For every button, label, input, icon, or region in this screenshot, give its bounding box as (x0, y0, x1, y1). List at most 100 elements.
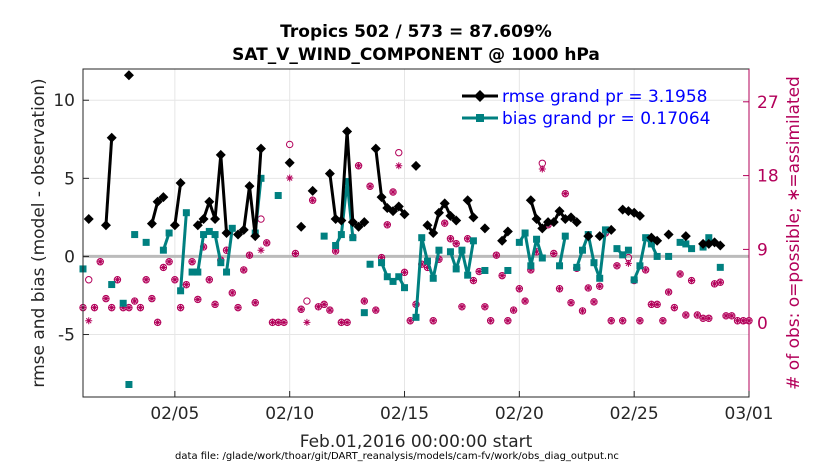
y-axis-label: rmse and bias (model - observation) (29, 78, 49, 387)
obs-assimilated-point (291, 250, 299, 257)
bias-point (515, 238, 523, 246)
obs-assimilated-point (383, 221, 391, 229)
bias-point (332, 241, 340, 249)
bias-point (418, 234, 426, 242)
bias-point (211, 231, 219, 239)
bias-point (521, 229, 529, 237)
obs-assimilated-point (538, 165, 546, 173)
bias-point (108, 281, 116, 289)
rmse-point (221, 228, 232, 238)
rmse-point (502, 226, 513, 237)
obs-assimilated-point (711, 280, 719, 288)
obs-assimilated-point (624, 259, 632, 267)
obs-assimilated-point (228, 289, 236, 297)
obs-assimilated-point (148, 295, 156, 303)
bias-line (225, 228, 234, 273)
obs-assimilated-point (188, 258, 196, 266)
obs-assimilated-point (527, 266, 535, 274)
bias-line (179, 212, 188, 291)
rmse-point (336, 215, 347, 226)
rmse-point (451, 215, 462, 226)
obs-assimilated-point (429, 317, 437, 325)
bias-point (125, 381, 133, 389)
data-file-note: data file: /glade/work/thoar/git/DART_re… (175, 451, 619, 462)
obs-assimilated-point (268, 318, 276, 326)
bias-point (395, 273, 403, 281)
rmse-point (347, 217, 358, 228)
rmse-point (468, 212, 479, 223)
bias-point (423, 257, 431, 265)
obs-assimilated-point (716, 278, 724, 286)
obs-assimilated-point (659, 317, 667, 325)
bias-point (619, 251, 627, 259)
obs-assimilated-point (177, 304, 185, 312)
obs-assimilated-point (337, 318, 345, 326)
obs-assimilated-point (636, 317, 644, 325)
rmse-point (715, 240, 726, 251)
bias-point (200, 231, 208, 239)
legend: rmse grand pr = 3.1958 bias grand pr = 0… (462, 87, 711, 129)
x-tick-label: 02/05 (150, 404, 199, 424)
bias-point (533, 235, 541, 243)
bias-point (504, 266, 512, 274)
rmse-point (634, 210, 645, 221)
obs-assimilated-point (452, 240, 460, 248)
obs-assimilated-point (469, 277, 477, 285)
right-y-tick-label: 9 (757, 240, 768, 260)
bias-point (182, 209, 190, 217)
rmse-point (255, 143, 266, 154)
obs-assimilated-point (401, 268, 409, 276)
obs-assimilated-point (533, 248, 541, 256)
rmse-point (571, 217, 582, 228)
obs-assimilated-point (642, 266, 650, 274)
obs-assimilated-point (251, 299, 259, 307)
rmse-point (411, 160, 421, 171)
obs-assimilated-point (119, 304, 127, 312)
obs-assimilated-point (492, 251, 500, 259)
obs-assimilated-point (510, 306, 518, 314)
rmse-series (83, 70, 726, 251)
bias-point (383, 273, 391, 281)
rmse-point (284, 157, 295, 168)
rmse-point (152, 196, 163, 207)
bias-point (435, 246, 443, 254)
rmse-point (537, 223, 548, 234)
bias-point (165, 229, 173, 237)
bias-point (613, 245, 621, 253)
obs-assimilated-point (223, 246, 231, 254)
bias-point (194, 268, 202, 276)
obs-assimilated-point (734, 317, 742, 325)
obs-assimilated-point (590, 298, 598, 306)
obs-assimilated-point (257, 246, 265, 254)
bias-point (688, 245, 696, 253)
rmse-point (566, 212, 577, 223)
obs-assimilated-point (211, 300, 219, 308)
obs-assimilated-point (314, 303, 322, 311)
obs-assimilated-point (96, 258, 104, 266)
bias-point (630, 276, 638, 284)
obs-assimilated-point (343, 318, 351, 326)
obs-assimilated-point (326, 306, 334, 314)
rmse-point (324, 168, 335, 179)
obs-assimilated-point (142, 276, 150, 284)
bias-point (366, 260, 374, 268)
obs-assimilated-point (619, 317, 627, 325)
legend-bias-marker (476, 114, 484, 122)
obs-assimilated-point (515, 285, 523, 293)
bias-point (665, 252, 673, 260)
obs-assimilated-point (487, 317, 495, 325)
bias-point (446, 248, 454, 256)
obs-assimilated-point (423, 263, 431, 271)
rmse-point (233, 229, 244, 240)
obs-assimilated-point (676, 270, 684, 278)
obs-assimilated-point (596, 282, 604, 290)
rmse-point (192, 220, 203, 231)
rmse-point (548, 217, 559, 228)
rmse-point (175, 178, 186, 189)
obs-assimilated-point (739, 317, 747, 325)
obs-assimilated-point (464, 235, 472, 243)
bias-series (79, 174, 724, 389)
rmse-line (104, 137, 114, 226)
rmse-point (422, 220, 433, 231)
obs-assimilated-point (699, 314, 707, 322)
